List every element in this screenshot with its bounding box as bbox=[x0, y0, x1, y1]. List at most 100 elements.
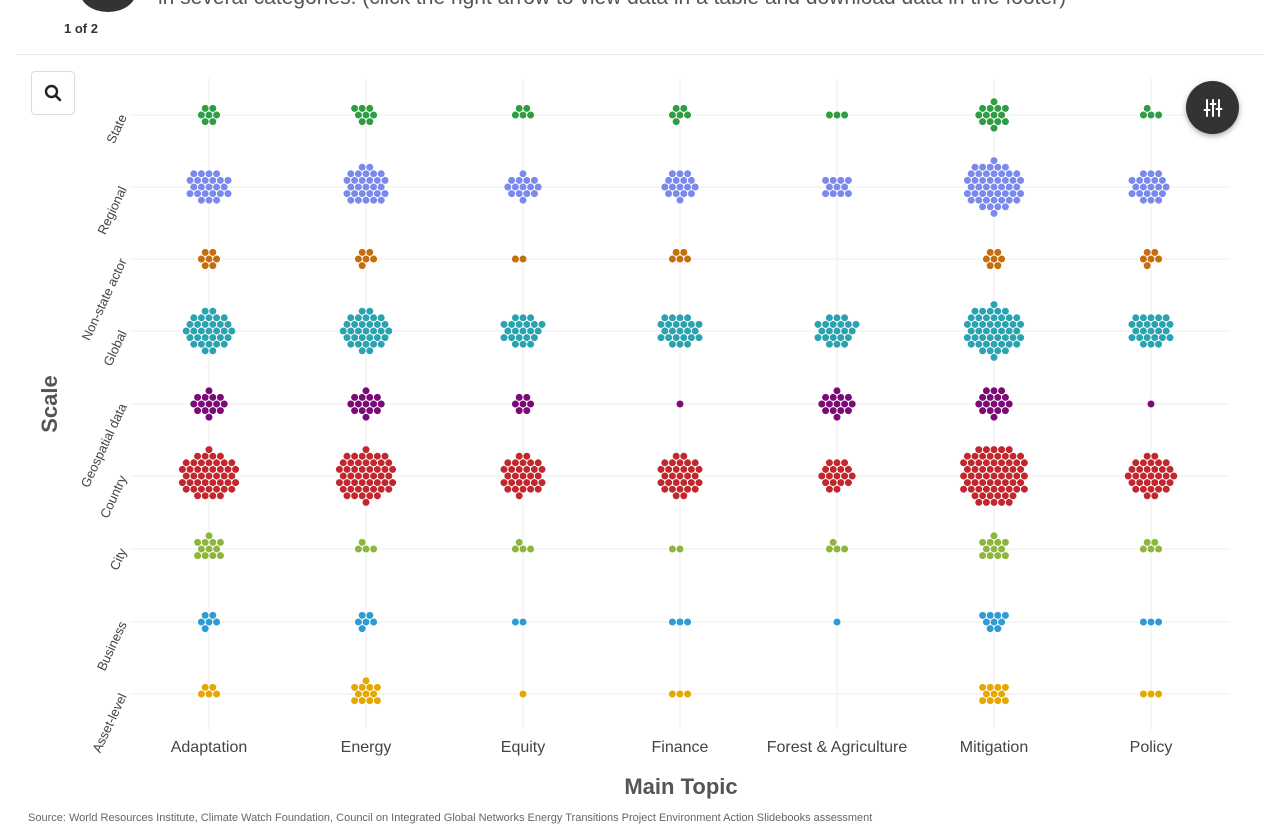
data-point[interactable] bbox=[840, 110, 849, 120]
next-page-button[interactable] bbox=[80, 0, 136, 12]
data-point[interactable] bbox=[197, 689, 206, 699]
data-point[interactable] bbox=[660, 471, 670, 481]
data-point[interactable] bbox=[966, 169, 976, 179]
data-point[interactable] bbox=[1146, 195, 1156, 205]
data-point[interactable] bbox=[212, 169, 221, 179]
data-point[interactable] bbox=[1001, 117, 1010, 126]
data-point[interactable] bbox=[346, 195, 356, 205]
data-point[interactable] bbox=[840, 182, 849, 192]
data-point[interactable] bbox=[847, 399, 857, 409]
data-point[interactable] bbox=[1123, 471, 1133, 481]
data-point[interactable] bbox=[997, 689, 1006, 699]
data-point[interactable] bbox=[346, 339, 356, 349]
data-point[interactable] bbox=[1150, 491, 1160, 501]
data-point[interactable] bbox=[365, 117, 375, 126]
data-point[interactable] bbox=[1146, 689, 1156, 699]
data-point[interactable] bbox=[357, 162, 367, 172]
data-point[interactable] bbox=[373, 696, 382, 705]
data-point[interactable] bbox=[346, 169, 356, 179]
data-point[interactable] bbox=[518, 617, 528, 627]
data-point[interactable] bbox=[993, 261, 1003, 270]
data-point[interactable] bbox=[1142, 248, 1152, 257]
data-point[interactable] bbox=[840, 313, 849, 323]
data-point[interactable] bbox=[376, 313, 386, 323]
data-point[interactable] bbox=[959, 484, 968, 494]
data-point[interactable] bbox=[373, 406, 382, 415]
data-point[interactable] bbox=[959, 458, 968, 468]
data-point[interactable] bbox=[1127, 465, 1137, 474]
data-point[interactable] bbox=[499, 333, 509, 342]
data-point[interactable] bbox=[978, 683, 987, 692]
data-point[interactable] bbox=[832, 313, 842, 323]
data-point[interactable] bbox=[357, 117, 367, 126]
data-point[interactable] bbox=[974, 498, 984, 507]
data-point[interactable] bbox=[832, 617, 842, 627]
data-point[interactable] bbox=[514, 538, 524, 547]
data-point[interactable] bbox=[380, 189, 390, 198]
data-point[interactable] bbox=[668, 110, 677, 120]
data-point[interactable] bbox=[679, 104, 689, 113]
data-point[interactable] bbox=[530, 189, 539, 198]
data-point[interactable] bbox=[350, 491, 359, 501]
data-point[interactable] bbox=[1012, 195, 1022, 205]
data-point[interactable] bbox=[223, 189, 233, 198]
data-point[interactable] bbox=[813, 320, 823, 329]
data-point[interactable] bbox=[181, 326, 191, 336]
data-point[interactable] bbox=[683, 169, 692, 179]
data-point[interactable] bbox=[679, 248, 689, 257]
data-point[interactable] bbox=[1016, 189, 1025, 198]
data-point[interactable] bbox=[989, 209, 999, 218]
data-point[interactable] bbox=[982, 617, 991, 627]
data-point[interactable] bbox=[1154, 544, 1163, 554]
data-point[interactable] bbox=[817, 399, 827, 409]
data-point[interactable] bbox=[989, 123, 999, 133]
data-point[interactable] bbox=[1165, 333, 1175, 342]
data-point[interactable] bbox=[847, 326, 857, 336]
data-point[interactable] bbox=[1146, 313, 1156, 323]
data-point[interactable] bbox=[825, 484, 834, 494]
data-point[interactable] bbox=[212, 110, 221, 120]
data-point[interactable] bbox=[223, 333, 233, 342]
data-point[interactable] bbox=[1012, 313, 1022, 323]
data-point[interactable] bbox=[1127, 320, 1137, 329]
data-point[interactable] bbox=[675, 399, 685, 409]
data-point[interactable] bbox=[373, 451, 382, 461]
data-point[interactable] bbox=[1016, 465, 1025, 474]
data-point[interactable] bbox=[365, 696, 375, 705]
data-point[interactable] bbox=[1131, 182, 1141, 192]
data-point[interactable] bbox=[963, 451, 972, 461]
data-point[interactable] bbox=[978, 104, 987, 113]
data-point[interactable] bbox=[231, 465, 240, 474]
data-point[interactable] bbox=[825, 339, 834, 349]
data-point[interactable] bbox=[223, 320, 233, 329]
data-point[interactable] bbox=[1131, 326, 1141, 336]
data-point[interactable] bbox=[694, 465, 704, 474]
data-point[interactable] bbox=[963, 465, 972, 474]
data-point[interactable] bbox=[204, 531, 214, 541]
data-point[interactable] bbox=[993, 611, 1003, 620]
data-point[interactable] bbox=[212, 195, 221, 205]
data-point[interactable] bbox=[985, 624, 995, 633]
data-point[interactable] bbox=[664, 189, 673, 198]
data-point[interactable] bbox=[212, 617, 221, 627]
data-point[interactable] bbox=[1008, 491, 1018, 501]
data-point[interactable] bbox=[204, 445, 214, 454]
data-point[interactable] bbox=[1154, 195, 1163, 205]
data-point[interactable] bbox=[982, 386, 991, 396]
data-point[interactable] bbox=[208, 683, 218, 692]
data-point[interactable] bbox=[380, 176, 390, 185]
data-point[interactable] bbox=[1001, 696, 1010, 705]
data-point[interactable] bbox=[526, 544, 535, 554]
data-point[interactable] bbox=[499, 478, 509, 487]
data-point[interactable] bbox=[514, 451, 524, 461]
data-point[interactable] bbox=[1001, 551, 1010, 560]
data-point[interactable] bbox=[354, 544, 363, 554]
data-point[interactable] bbox=[365, 611, 375, 620]
data-point[interactable] bbox=[518, 339, 528, 349]
data-point[interactable] bbox=[208, 248, 218, 257]
data-point[interactable] bbox=[993, 624, 1003, 633]
data-point[interactable] bbox=[1142, 451, 1152, 461]
data-point[interactable] bbox=[1020, 458, 1029, 468]
data-point[interactable] bbox=[683, 254, 692, 264]
data-point[interactable] bbox=[668, 339, 677, 349]
